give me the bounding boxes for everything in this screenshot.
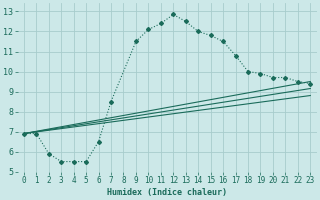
X-axis label: Humidex (Indice chaleur): Humidex (Indice chaleur) — [107, 188, 227, 197]
